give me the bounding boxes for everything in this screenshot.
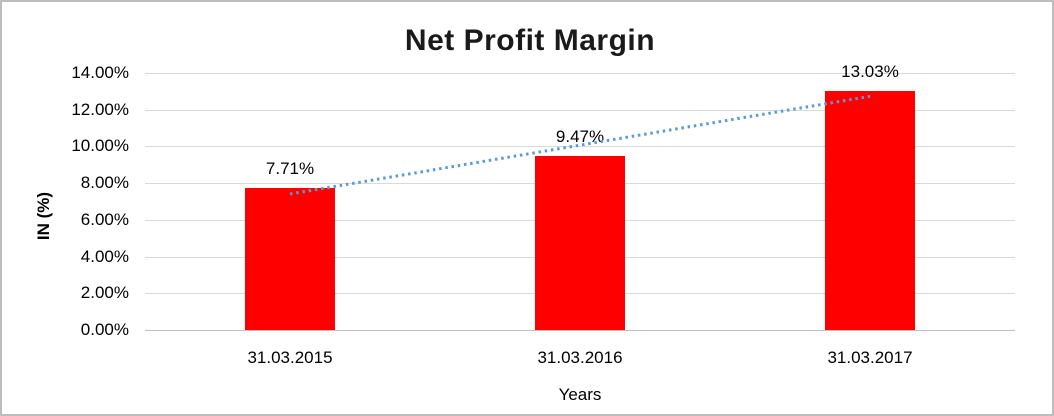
y-tick-label: 8.00%	[80, 173, 129, 192]
x-tick-label: 31.03.2016	[537, 348, 623, 367]
gridline	[145, 146, 1015, 147]
y-tick-label: 10.00%	[71, 136, 129, 155]
y-tick-label: 14.00%	[71, 63, 129, 82]
y-tick-label: 0.00%	[80, 320, 129, 339]
bar-data-label: 7.71%	[265, 159, 315, 178]
y-tick-label: 4.00%	[80, 247, 129, 266]
bar	[245, 188, 335, 330]
y-tick-label: 6.00%	[80, 210, 129, 229]
chart-title: Net Profit Margin	[404, 24, 656, 57]
x-tick-label: 31.03.2015	[247, 348, 333, 367]
bar	[535, 156, 625, 330]
gridline	[145, 110, 1015, 111]
bar-data-label: 13.03%	[841, 62, 899, 81]
bar-data-label: 9.47%	[555, 127, 605, 146]
trendline	[289, 94, 871, 196]
bar	[825, 91, 915, 330]
y-tick-label: 12.00%	[71, 100, 129, 119]
y-tick-label: 2.00%	[80, 283, 129, 302]
gridline	[145, 73, 1015, 74]
x-axis-title: Years	[558, 385, 602, 404]
x-tick-label: 31.03.2017	[827, 348, 913, 367]
x-axis-line	[145, 330, 1015, 331]
